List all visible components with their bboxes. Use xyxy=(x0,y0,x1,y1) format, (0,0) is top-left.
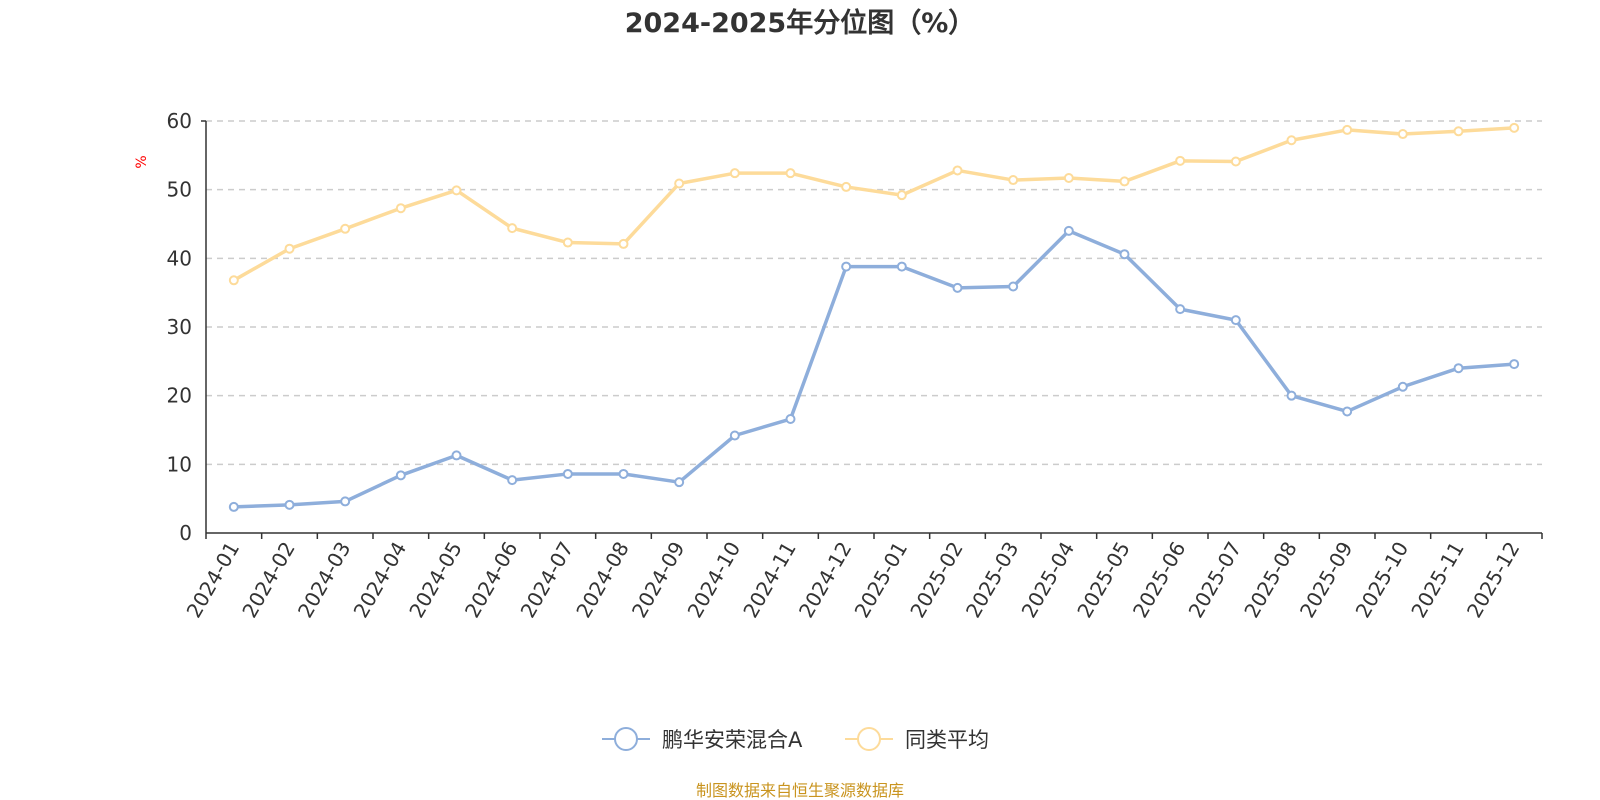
x-tick-label: 2025-09 xyxy=(1295,538,1358,622)
x-tick-label: 2025-05 xyxy=(1072,538,1135,622)
y-tick-label: 0 xyxy=(179,521,192,545)
data-point[interactable] xyxy=(896,190,907,201)
legend-label: 同类平均 xyxy=(905,728,989,752)
x-tick-labels: 2024-012024-022024-032024-042024-052024-… xyxy=(182,538,1525,622)
x-tick-label: 2025-12 xyxy=(1462,538,1525,622)
series-line xyxy=(232,126,1516,283)
y-axis-label: % xyxy=(134,155,150,168)
data-point[interactable] xyxy=(785,414,796,425)
data-point[interactable] xyxy=(1453,126,1464,137)
data-point[interactable] xyxy=(674,477,685,488)
data-point[interactable] xyxy=(785,168,796,179)
x-tick-label: 2025-01 xyxy=(850,538,913,622)
data-point[interactable] xyxy=(896,261,907,272)
data-point[interactable] xyxy=(562,237,573,248)
data-point[interactable] xyxy=(562,468,573,479)
data-point[interactable] xyxy=(1286,390,1297,401)
data-point[interactable] xyxy=(1397,129,1408,140)
x-tick-label: 2024-02 xyxy=(237,538,300,622)
data-point[interactable] xyxy=(1453,363,1464,374)
data-point[interactable] xyxy=(1008,175,1019,186)
data-point[interactable] xyxy=(228,275,239,286)
legend[interactable]: 鹏华安荣混合A 同类平均 xyxy=(602,727,989,752)
data-point[interactable] xyxy=(340,223,351,234)
x-tick-label: 2025-02 xyxy=(905,538,968,622)
data-point[interactable] xyxy=(228,501,239,512)
data-point[interactable] xyxy=(1397,381,1408,392)
data-point[interactable] xyxy=(952,282,963,293)
legend-marker-icon xyxy=(614,727,638,751)
data-point[interactable] xyxy=(340,496,351,507)
data-point[interactable] xyxy=(1342,406,1353,417)
legend-label: 鹏华安荣混合A xyxy=(662,728,803,752)
data-point[interactable] xyxy=(284,243,295,254)
data-point[interactable] xyxy=(674,178,685,189)
data-point[interactable] xyxy=(451,450,462,461)
data-point[interactable] xyxy=(395,470,406,481)
y-tick-label: 40 xyxy=(167,246,192,270)
x-tick-label: 2025-10 xyxy=(1351,538,1414,622)
x-tick-label: 2025-11 xyxy=(1406,538,1469,622)
y-tick-label: 10 xyxy=(167,452,192,476)
data-point[interactable] xyxy=(1509,359,1520,370)
y-tick-labels: 0 10 20 30 40 50 60 xyxy=(167,109,192,545)
chart-title: 2024-2025年分位图（%） xyxy=(625,7,976,39)
data-point[interactable] xyxy=(1342,124,1353,135)
series-line xyxy=(232,229,1516,509)
x-tick-label: 2024-03 xyxy=(293,538,356,622)
x-tick-label: 2024-09 xyxy=(627,538,690,622)
data-point[interactable] xyxy=(841,181,852,192)
x-tick-label: 2024-10 xyxy=(683,538,746,622)
grid-lines xyxy=(206,120,1542,466)
y-tick-label: 50 xyxy=(167,178,192,202)
data-point[interactable] xyxy=(952,165,963,176)
legend-item[interactable]: 同类平均 xyxy=(845,727,989,752)
data-point[interactable] xyxy=(284,499,295,510)
data-point[interactable] xyxy=(507,475,518,486)
x-tick-label: 2024-04 xyxy=(349,538,412,622)
x-tick-label: 2025-03 xyxy=(961,538,1024,622)
data-point[interactable] xyxy=(451,185,462,196)
x-tick-label: 2025-04 xyxy=(1017,538,1080,622)
data-point[interactable] xyxy=(395,203,406,214)
x-tick-label: 2025-07 xyxy=(1184,538,1247,622)
data-point[interactable] xyxy=(1119,176,1130,187)
data-point[interactable] xyxy=(1119,249,1130,260)
series-group xyxy=(228,122,1520,512)
data-point[interactable] xyxy=(1286,135,1297,146)
data-point[interactable] xyxy=(1230,156,1241,167)
x-tick-label: 2025-08 xyxy=(1239,538,1302,622)
data-point[interactable] xyxy=(1509,122,1520,133)
legend-marker-icon xyxy=(857,727,881,751)
axes xyxy=(201,120,1543,539)
y-tick-label: 60 xyxy=(167,109,192,133)
data-point[interactable] xyxy=(1175,304,1186,315)
x-tick-label: 2024-05 xyxy=(404,538,467,622)
x-tick-label: 2024-07 xyxy=(516,538,579,622)
x-tick-label: 2024-06 xyxy=(460,538,523,622)
data-point[interactable] xyxy=(618,238,629,249)
y-tick-label: 20 xyxy=(167,384,192,408)
series-2 xyxy=(228,122,1520,286)
data-point[interactable] xyxy=(1063,172,1074,183)
data-point[interactable] xyxy=(1063,225,1074,236)
y-tick-label: 30 xyxy=(167,315,192,339)
x-tick-label: 2024-12 xyxy=(794,538,857,622)
data-point[interactable] xyxy=(1230,315,1241,326)
data-point[interactable] xyxy=(841,261,852,272)
x-tick-label: 2024-01 xyxy=(182,538,245,622)
data-point[interactable] xyxy=(507,223,518,234)
x-tick-label: 2025-06 xyxy=(1128,538,1191,622)
data-point[interactable] xyxy=(1008,281,1019,292)
source-note: 制图数据来自恒生聚源数据库 xyxy=(696,781,904,800)
data-point[interactable] xyxy=(618,468,629,479)
x-tick-label: 2024-11 xyxy=(738,538,801,622)
x-tick-label: 2024-08 xyxy=(571,538,634,622)
series-1 xyxy=(228,225,1520,512)
legend-item[interactable]: 鹏华安荣混合A xyxy=(602,727,803,752)
data-point[interactable] xyxy=(729,168,740,179)
data-point[interactable] xyxy=(1175,155,1186,166)
data-point[interactable] xyxy=(729,430,740,441)
